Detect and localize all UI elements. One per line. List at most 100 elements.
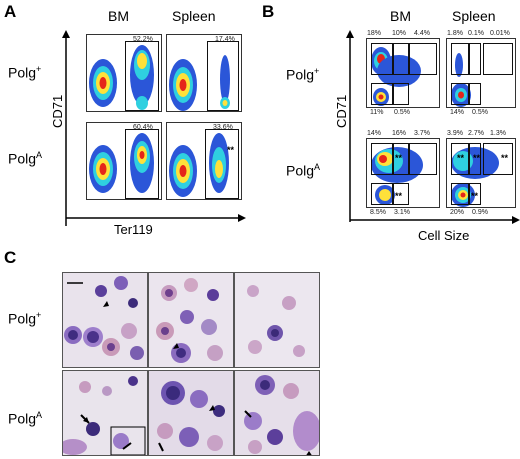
panel-b-xlabel: Cell Size [418, 228, 470, 243]
cells-image [157, 381, 225, 452]
panel-a-col-bm: BM [108, 8, 129, 24]
gate [393, 183, 409, 205]
gate [451, 183, 469, 205]
gate-percent: 1.3% [490, 130, 506, 137]
gate [469, 43, 481, 75]
gate-percent: 4.4% [414, 30, 430, 37]
significance-stars: ** [501, 153, 509, 163]
panel-c-row-label-wt: Polg+ [8, 310, 42, 327]
density-plot [169, 55, 230, 111]
panel-a-x-arrow [66, 214, 246, 222]
micrograph-wt-3 [234, 272, 320, 368]
panel-b-col-spleen: Spleen [452, 8, 496, 24]
gate-percent: 33.6% [213, 124, 233, 131]
panel-a-row-label-wt: Polg+ [8, 64, 42, 81]
gate-percent: 60.4% [133, 124, 153, 131]
gate [451, 83, 469, 105]
panel-b-plot-mut-spleen: ** ** ** ** [446, 138, 516, 208]
gate-percent: 18% [367, 30, 382, 37]
gate [393, 43, 409, 75]
panel-c-letter: C [4, 248, 17, 267]
significance-stars: ** [471, 191, 479, 201]
gate [483, 43, 513, 75]
panel-c-row-label-mut: PolgA [8, 410, 43, 427]
gate-percent: 14% [367, 130, 382, 137]
panel-b-row-label-mut: PolgA [286, 162, 321, 179]
gate [207, 41, 239, 111]
density-plot [371, 47, 421, 106]
panel-b-col-bm: BM [390, 8, 411, 24]
micrograph-wt-2 [148, 272, 234, 368]
gate [469, 143, 481, 175]
panel-b-x-arrow [350, 216, 520, 224]
panel-b-row-label-wt: Polg+ [286, 66, 320, 83]
panel-a-y-arrow [62, 30, 70, 226]
gate [483, 143, 513, 175]
gate-percent: 0.1% [468, 30, 484, 37]
micrograph-mut-3 [234, 370, 320, 456]
cells-image [247, 285, 305, 357]
gate-percent: 14% [450, 109, 465, 116]
gate [393, 143, 409, 175]
density-plot [451, 53, 471, 107]
panel-a-row-label-mut: PolgA [8, 150, 43, 167]
gate [125, 41, 159, 111]
panel-b-plot-wt-bm [366, 38, 440, 108]
gate [371, 143, 393, 175]
panel-b-letter: B [262, 2, 275, 21]
gate [469, 83, 481, 105]
significance-stars: ** [395, 153, 403, 163]
panel-b-y-arrow [346, 30, 354, 222]
gate [371, 83, 393, 105]
gate-percent: 0.5% [472, 109, 488, 116]
significance-stars: ** [227, 145, 235, 155]
gate [205, 129, 239, 199]
gate-percent: 8.5% [370, 209, 386, 216]
significance-stars: ** [395, 191, 403, 201]
gate [409, 43, 437, 75]
gate [409, 143, 437, 175]
gate-percent: 0.9% [472, 209, 488, 216]
micrograph-mut-1 [62, 370, 148, 456]
gate [451, 143, 469, 175]
cells-image [63, 376, 146, 455]
gate-percent: 0.01% [490, 30, 510, 37]
panel-a-xlabel: Ter119 [114, 222, 153, 237]
gate-percent: 10% [392, 30, 407, 37]
significance-stars: ** [457, 153, 465, 163]
gate [469, 183, 481, 205]
cells-image [64, 276, 144, 360]
micrograph-mut-2 [148, 370, 234, 456]
gate-percent: 52.2% [133, 36, 153, 43]
gate-percent: 17.4% [215, 36, 235, 43]
panel-b-plot-mut-bm: ** ** [366, 138, 440, 208]
gate-percent: 3.9% [447, 130, 463, 137]
gate [125, 129, 159, 199]
gate [393, 83, 409, 105]
significance-stars: ** [473, 153, 481, 163]
panel-b-plot-wt-spleen [446, 38, 516, 108]
gate-percent: 16% [392, 130, 407, 137]
gate-percent: 11% [370, 109, 384, 116]
gate-percent: 2.7% [468, 130, 484, 137]
gate-percent: 20% [450, 209, 465, 216]
panel-a-plot-mut-bm: 60.4% [86, 122, 162, 200]
density-plot [89, 133, 154, 193]
cells-image [244, 375, 319, 455]
gate-percent: 3.1% [394, 209, 410, 216]
panel-a-plot-wt-spleen: 17.4% [166, 34, 242, 112]
gate [451, 43, 469, 75]
micrograph-wt-1 [62, 272, 148, 368]
panel-a-col-spleen: Spleen [172, 8, 216, 24]
density-plot [169, 133, 229, 197]
cells-image [156, 278, 223, 363]
density-plot [451, 147, 499, 207]
density-plot [89, 45, 154, 110]
gate-percent: 3.7% [414, 130, 430, 137]
panel-a-letter: A [4, 2, 17, 21]
gate [371, 183, 393, 205]
gate-percent: 1.8% [447, 30, 463, 37]
panel-a-plot-mut-spleen: 33.6% ** [166, 122, 242, 200]
gate [371, 43, 393, 75]
panel-a-plot-wt-bm: 52.2% [86, 34, 162, 112]
